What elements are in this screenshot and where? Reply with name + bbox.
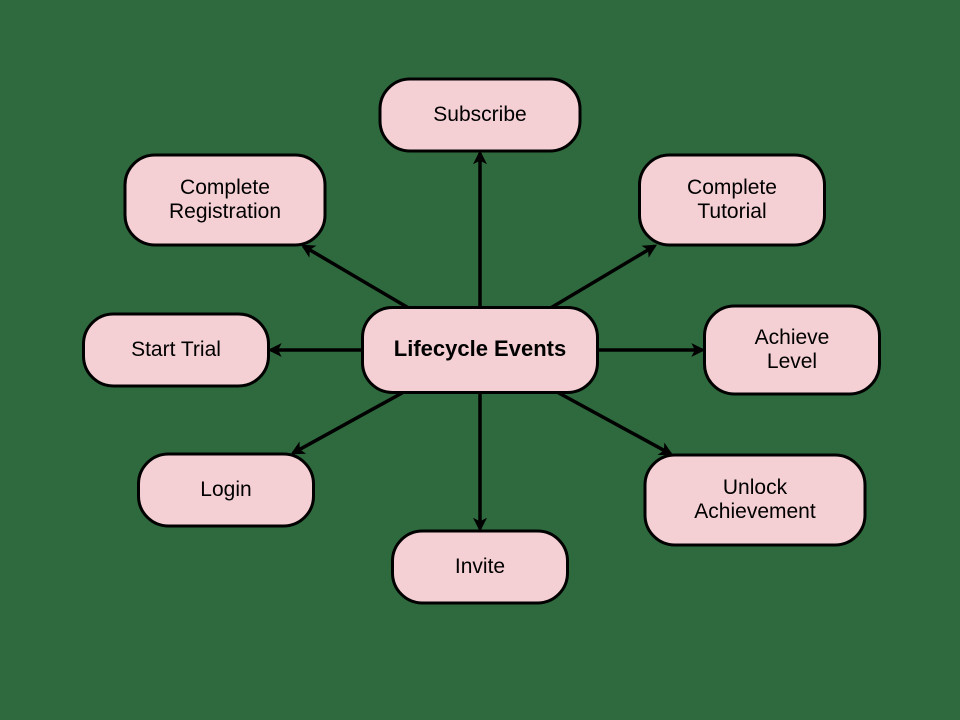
node-login: Login [139, 454, 314, 526]
node-subscribe: Subscribe [380, 79, 580, 151]
node-label-invite: Invite [455, 555, 505, 578]
diagram-stage: Subscribe CompleteTutorial AchieveLevel Unl… [0, 0, 960, 720]
node-achieve-level: AchieveLevel [705, 306, 880, 394]
node-lifecycle-events: Lifecycle Events [363, 308, 598, 393]
node-label-complete-registration: CompleteRegistration [169, 175, 281, 222]
diagram-svg: Subscribe CompleteTutorial AchieveLevel Unl… [0, 0, 960, 720]
node-label-complete-tutorial: CompleteTutorial [687, 175, 777, 222]
node-complete-registration: CompleteRegistration [125, 155, 325, 245]
node-unlock-achievement: UnlockAchievement [645, 455, 865, 545]
node-complete-tutorial: CompleteTutorial [640, 155, 825, 245]
node-label-subscribe: Subscribe [433, 103, 526, 126]
node-label-login: Login [200, 478, 251, 501]
node-label-start-trial: Start Trial [131, 338, 221, 361]
node-label-lifecycle-events: Lifecycle Events [394, 336, 566, 361]
node-invite: Invite [393, 531, 568, 603]
node-start-trial: Start Trial [84, 314, 269, 386]
